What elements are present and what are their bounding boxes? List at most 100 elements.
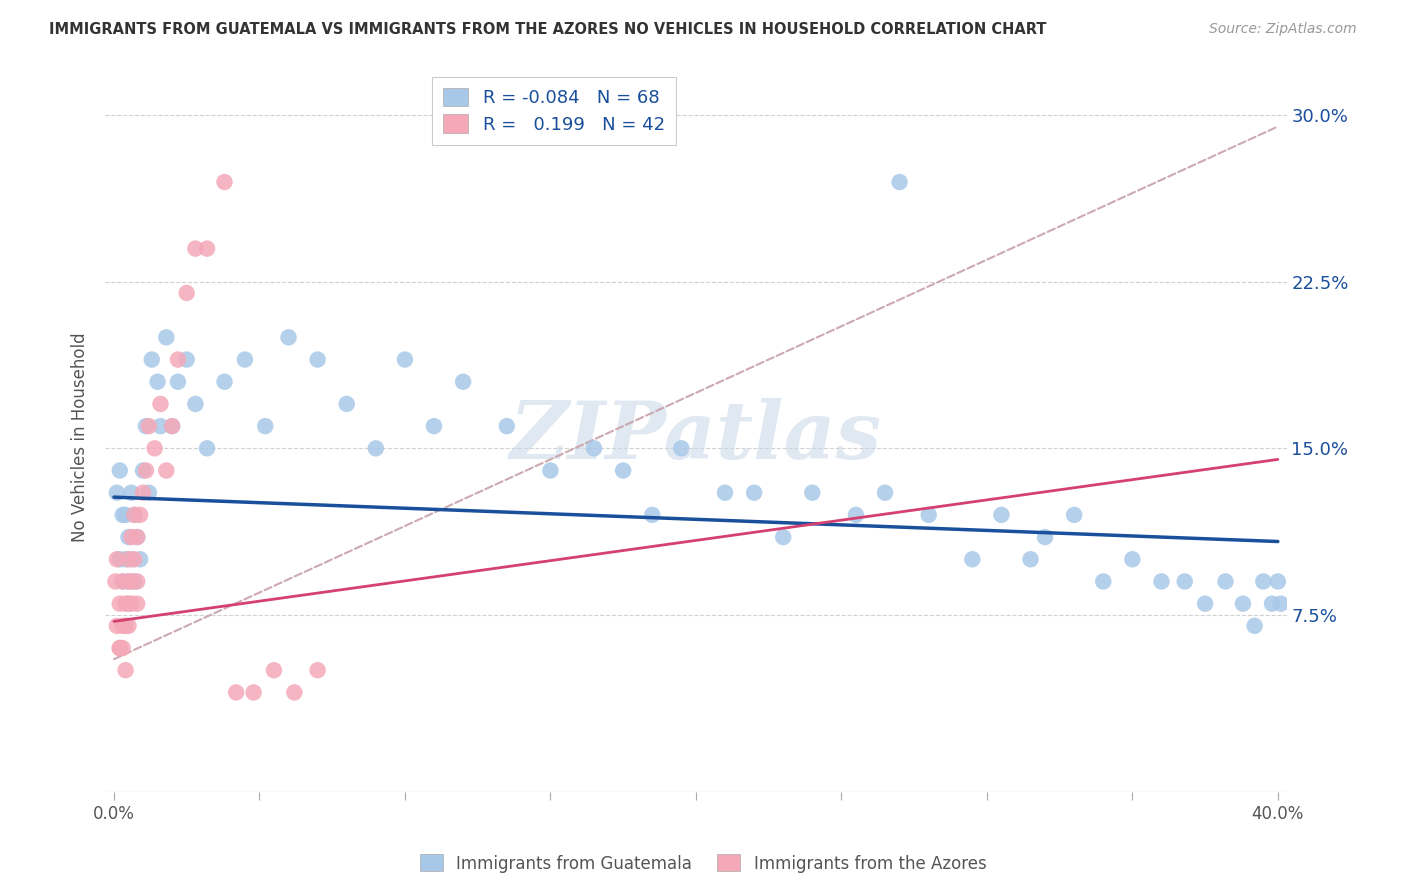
Legend: Immigrants from Guatemala, Immigrants from the Azores: Immigrants from Guatemala, Immigrants fr… (413, 847, 993, 880)
Point (889, 175, 911, 189)
Point (1267, 574, 1289, 589)
Point (135, 419, 157, 434)
Point (127, 530, 149, 544)
Point (195, 442, 218, 456)
Point (111, 574, 134, 589)
Legend: R = -0.084   N = 68, R =   0.199   N = 42: R = -0.084 N = 68, R = 0.199 N = 42 (433, 77, 676, 145)
Point (1033, 530, 1056, 544)
Point (1194, 597, 1216, 611)
Point (114, 508, 136, 522)
Point (117, 574, 139, 589)
Point (451, 375, 474, 389)
Point (117, 552, 139, 566)
Point (146, 375, 169, 389)
Point (277, 330, 299, 344)
Point (962, 552, 984, 566)
Text: ZIPatlas: ZIPatlas (510, 399, 882, 476)
Point (127, 597, 149, 611)
Point (394, 352, 416, 367)
Point (138, 485, 160, 500)
Point (195, 242, 218, 256)
Point (233, 352, 256, 367)
Point (1121, 552, 1143, 566)
Point (1232, 597, 1254, 611)
Point (105, 485, 128, 500)
Point (742, 485, 765, 500)
Point (336, 397, 359, 411)
Point (108, 463, 131, 477)
Point (135, 463, 157, 477)
Point (111, 619, 134, 633)
Point (671, 442, 693, 456)
Point (184, 242, 207, 256)
Point (149, 397, 172, 411)
Point (124, 552, 146, 566)
Point (214, 175, 236, 189)
Point (263, 663, 285, 677)
Point (176, 285, 198, 300)
Point (167, 352, 190, 367)
Point (1253, 574, 1275, 589)
Point (127, 530, 149, 544)
Point (138, 419, 160, 434)
Point (111, 508, 134, 522)
Point (1243, 619, 1265, 633)
Point (124, 574, 146, 589)
Point (176, 352, 198, 367)
Point (124, 508, 146, 522)
Point (242, 685, 264, 699)
Point (214, 375, 236, 389)
Point (873, 485, 896, 500)
Point (149, 419, 172, 434)
Point (108, 597, 131, 611)
Point (283, 685, 305, 699)
Text: Source: ZipAtlas.com: Source: ZipAtlas.com (1209, 22, 1357, 37)
Point (772, 530, 794, 544)
Point (184, 397, 207, 411)
Point (364, 442, 387, 456)
Point (120, 530, 142, 544)
Point (845, 508, 868, 522)
Point (117, 574, 139, 589)
Point (583, 442, 606, 456)
Point (132, 463, 155, 477)
Point (1261, 597, 1284, 611)
Point (117, 530, 139, 544)
Point (990, 508, 1012, 522)
Point (124, 508, 146, 522)
Point (114, 663, 136, 677)
Point (167, 375, 190, 389)
Point (127, 574, 149, 589)
Point (254, 419, 277, 434)
Point (538, 463, 561, 477)
Point (108, 552, 131, 566)
Point (1063, 508, 1085, 522)
Point (495, 419, 517, 434)
Point (641, 508, 664, 522)
Point (1215, 574, 1237, 589)
Point (108, 641, 131, 656)
Point (120, 597, 142, 611)
Y-axis label: No Vehicles in Household: No Vehicles in Household (72, 333, 89, 542)
Point (307, 663, 329, 677)
Point (105, 552, 128, 566)
Point (918, 508, 941, 522)
Point (105, 619, 128, 633)
Point (1092, 574, 1115, 589)
Text: IMMIGRANTS FROM GUATEMALA VS IMMIGRANTS FROM THE AZORES NO VEHICLES IN HOUSEHOLD: IMMIGRANTS FROM GUATEMALA VS IMMIGRANTS … (49, 22, 1046, 37)
Point (114, 552, 136, 566)
Point (1174, 574, 1197, 589)
Point (129, 552, 152, 566)
Point (129, 508, 152, 522)
Point (132, 485, 155, 500)
Point (117, 597, 139, 611)
Point (141, 352, 163, 367)
Point (143, 442, 166, 456)
Point (160, 419, 183, 434)
Point (423, 419, 446, 434)
Point (117, 619, 139, 633)
Point (307, 352, 329, 367)
Point (1270, 597, 1292, 611)
Point (612, 463, 634, 477)
Point (1019, 552, 1042, 566)
